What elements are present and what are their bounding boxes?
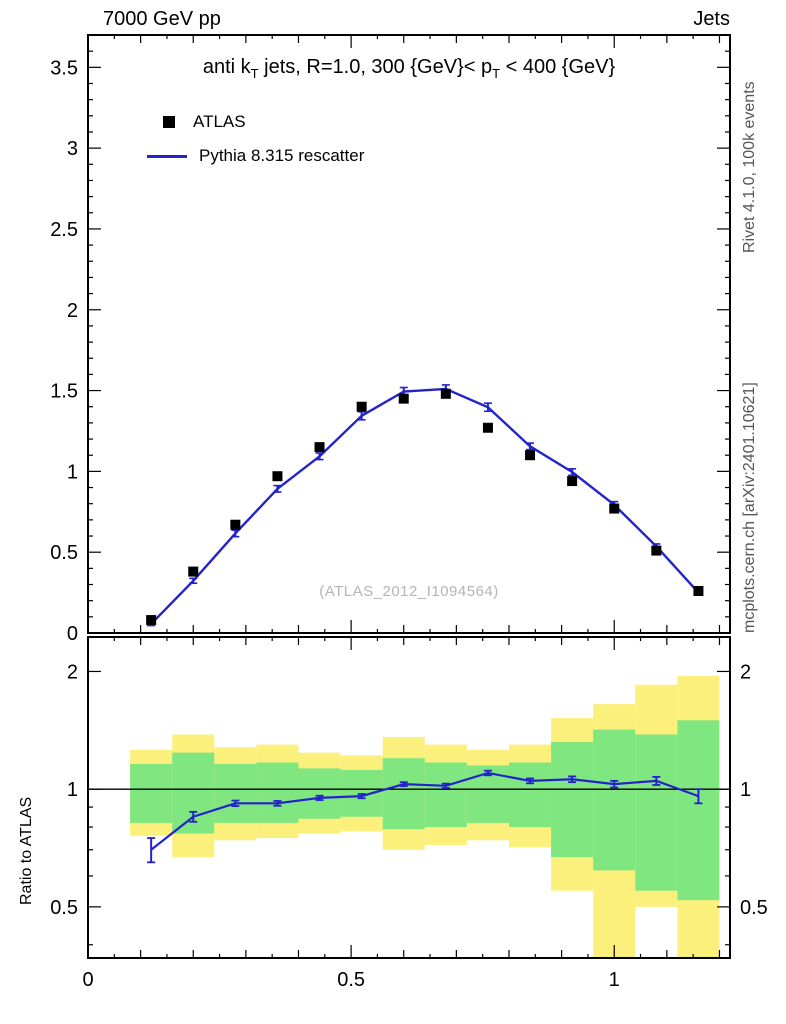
svg-text:0.5: 0.5 [50,542,78,564]
atlas-data-point [440,388,451,399]
svg-text:1: 1 [609,969,620,991]
svg-text:3.5: 3.5 [50,57,78,79]
svg-text:1: 1 [67,779,78,801]
svg-text:2.5: 2.5 [50,219,78,241]
ratio-curve [150,771,699,851]
uncertainty-band-green [677,720,720,901]
title-text: jets, R=1.0, 300 {GeV}< p [258,56,493,78]
legend-label-atlas: ATLAS [193,112,246,131]
legend: ATLAS Pythia 8.315 rescatter [147,105,364,173]
atlas-data-point [567,476,578,487]
uncertainty-band-green [382,758,425,830]
rivet-version-note: Rivet 4.1.0, 100k events [741,81,758,253]
atlas-data-point [693,585,704,596]
svg-text:1: 1 [740,779,751,801]
uncertainty-band-green [130,763,173,823]
uncertainty-band-green [424,762,467,828]
svg-text:0: 0 [82,969,93,991]
uncertainty-band-green [508,762,552,828]
main-panel-border [87,34,731,634]
ratio-panel-content [88,675,730,958]
svg-text:2: 2 [67,661,78,683]
atlas-data-point [482,422,493,433]
pythia-line-marker-icon [147,154,187,158]
svg-text:3: 3 [67,138,78,160]
uncertainty-band-green [551,742,594,858]
title-text: < 400 {GeV} [500,56,616,78]
uncertainty-band-green [635,734,678,891]
svg-text:2: 2 [740,661,751,683]
pythia-curve [150,387,700,625]
atlas-data-point [314,442,325,453]
title-subscript: T [492,66,501,81]
svg-text:1.5: 1.5 [50,381,78,403]
svg-text:2: 2 [67,300,78,322]
legend-item-pythia: Pythia 8.315 rescatter [147,139,364,173]
ratio-axis-label: Ratio to ATLAS [18,796,35,905]
atlas-data-point [146,615,157,626]
legend-item-atlas: ATLAS [147,105,364,139]
svg-text:0.5: 0.5 [740,897,768,919]
atlas-data-point [356,401,367,412]
atlas-data-point [272,471,283,482]
legend-label-pythia: Pythia 8.315 rescatter [199,146,365,165]
atlas-data-point [609,503,620,514]
title-subscript: T [250,66,259,81]
atlas-data-point [525,450,536,461]
main-panel-content [146,384,704,627]
uncertainty-band-green [593,729,636,871]
analysis-id-watermark: (ATLAS_2012_I1094564) [319,583,499,600]
mcplots-arxiv-note: mcplots.cern.ch [arXiv:2401.10621] [741,382,758,633]
atlas-data-point [398,393,409,404]
plot-title: anti kT jets, R=1.0, 300 {GeV}< pT < 400… [88,56,730,81]
atlas-data-point [230,519,241,530]
svg-text:0: 0 [67,623,78,645]
atlas-data-point [651,545,662,556]
svg-text:0.5: 0.5 [50,897,78,919]
ratio-panel-border [87,636,731,959]
analysis-group-label: Jets [693,8,730,30]
uncertainty-band-green [214,763,257,823]
svg-text:0.5: 0.5 [337,969,365,991]
svg-text:1: 1 [67,461,78,483]
uncertainty-band-green [256,762,299,823]
beam-energy-label: 7000 GeV pp [103,8,221,30]
atlas-data-point [188,566,199,577]
title-text: anti k [202,56,251,78]
atlas-square-marker-icon [163,116,175,128]
uncertainty-band-green [298,768,341,819]
